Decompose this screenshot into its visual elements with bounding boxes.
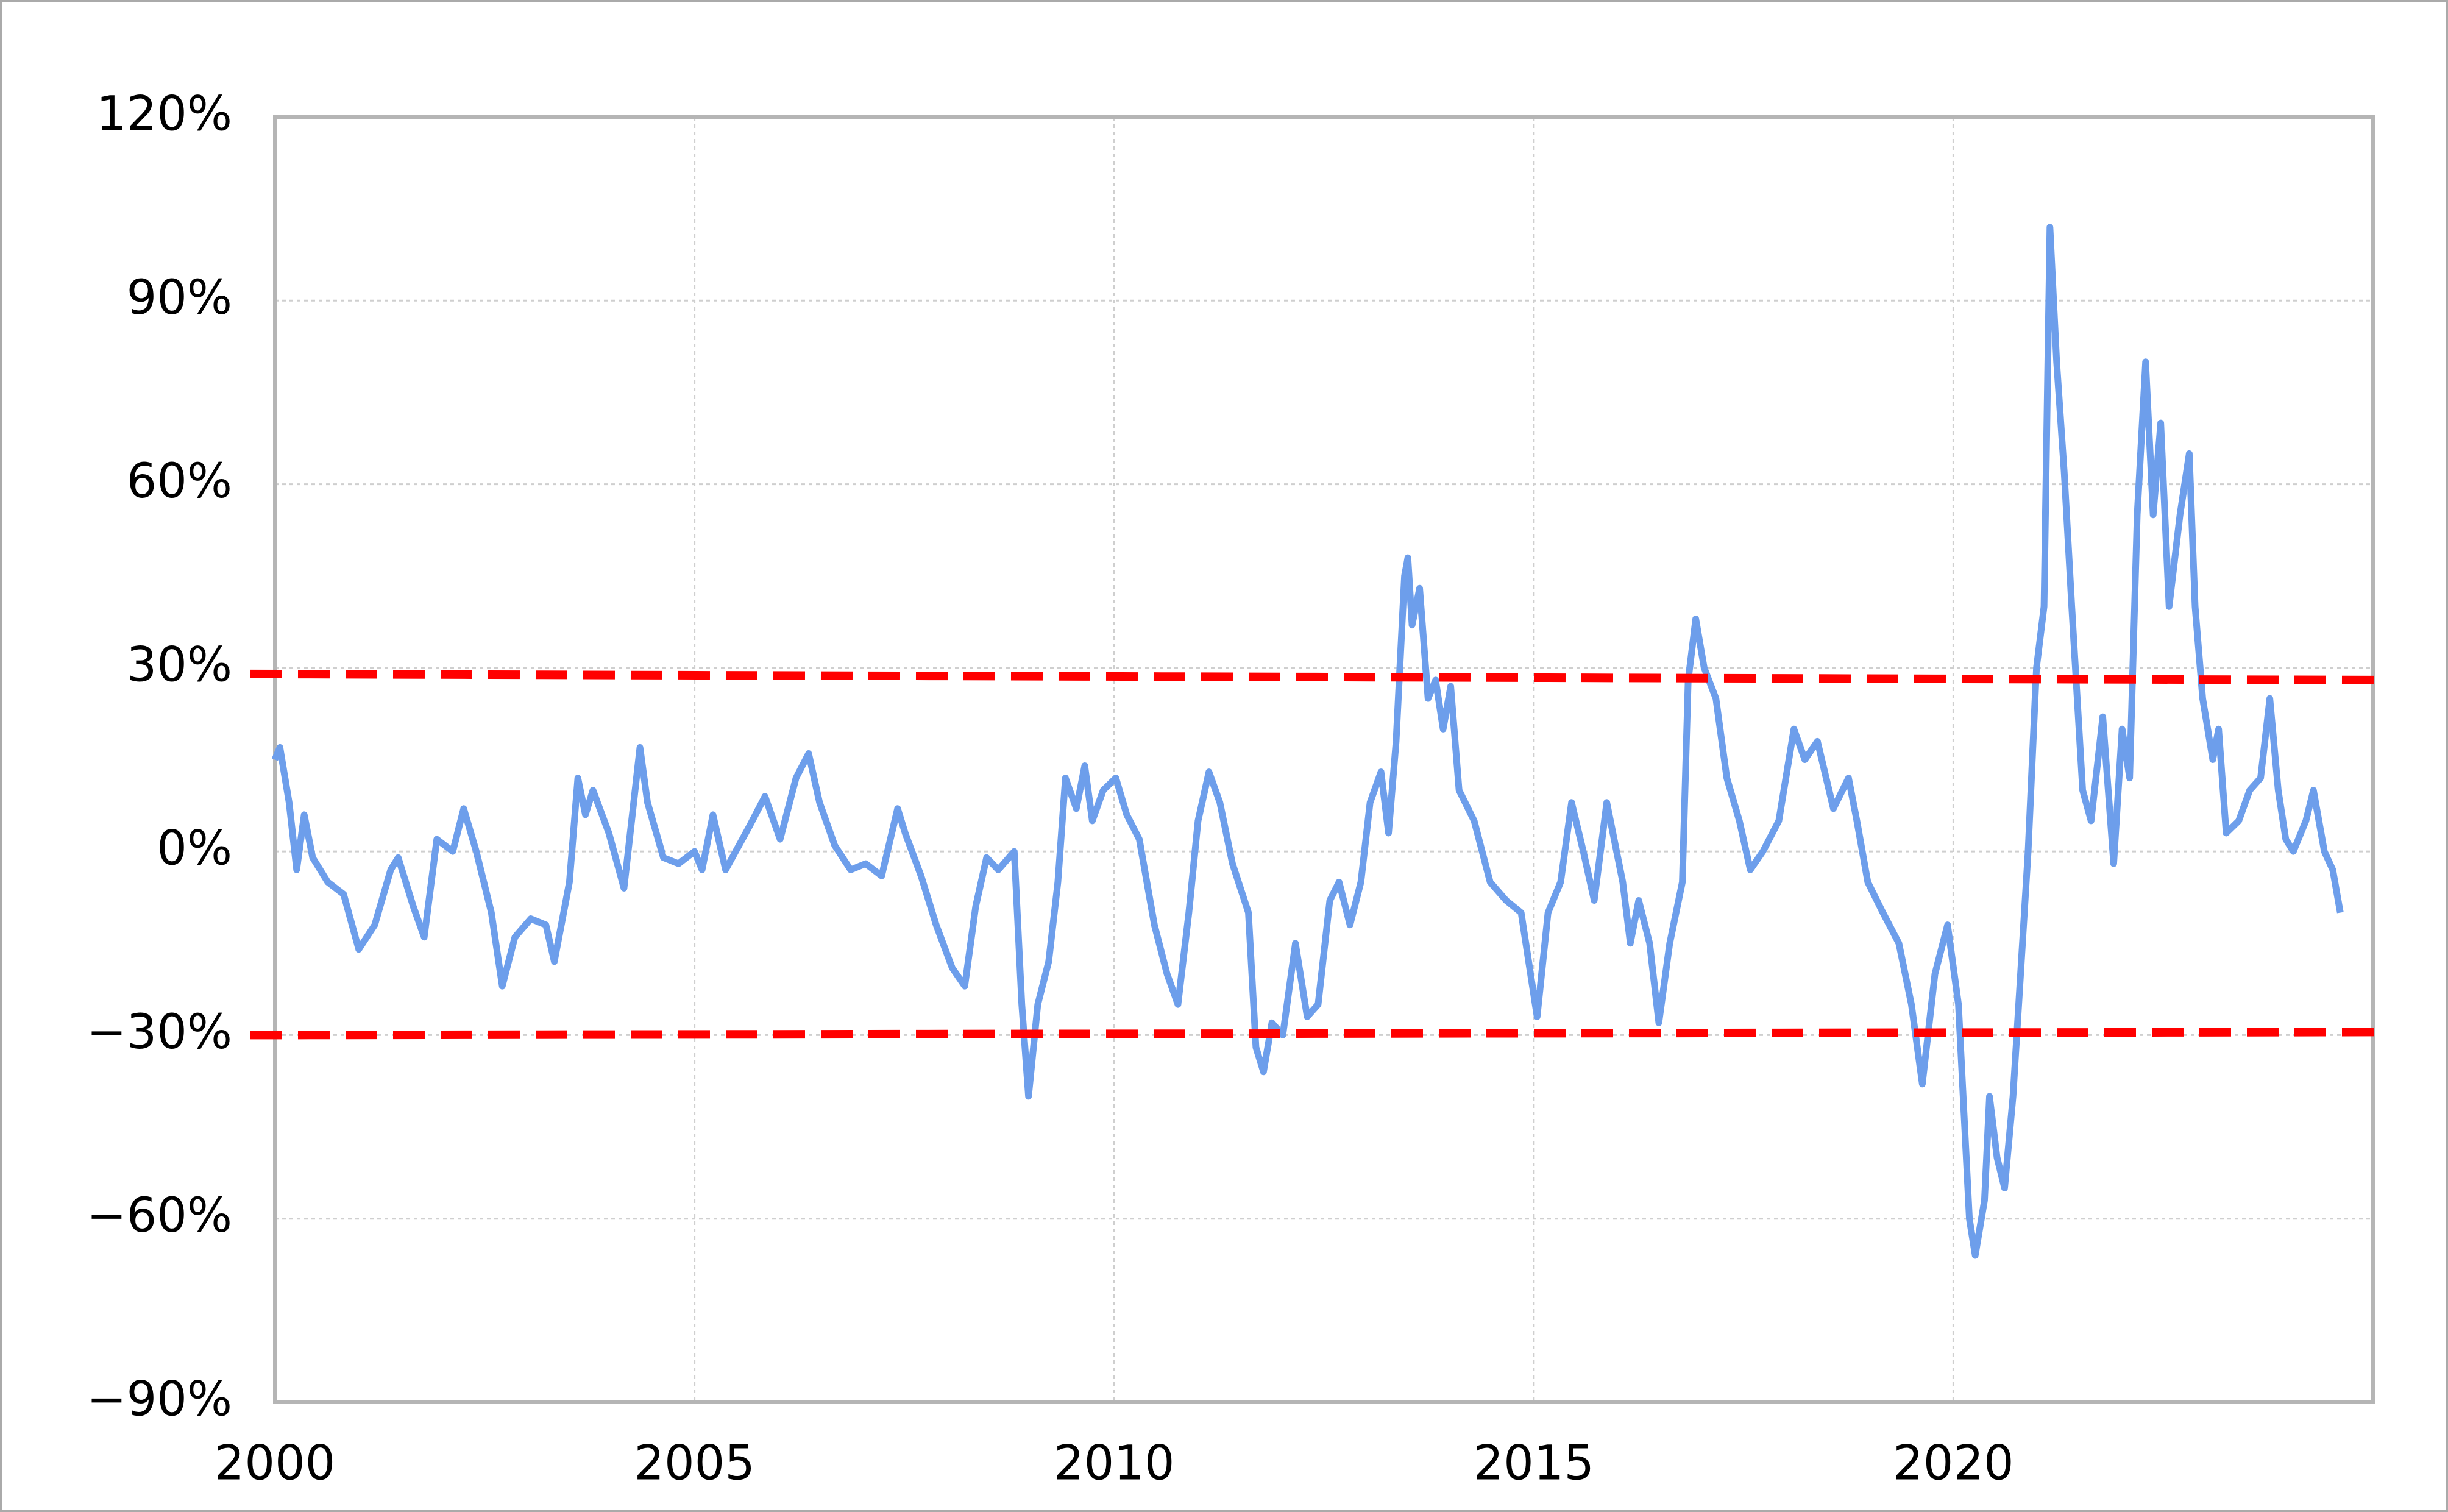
y-tick-label: 90% (127, 271, 232, 325)
data-line (271, 224, 2344, 1259)
y-tick-label: 30% (127, 637, 232, 692)
y-tick-label: 120% (96, 87, 232, 141)
y-tick-label: −30% (87, 1005, 232, 1060)
reference-line (250, 669, 2381, 684)
x-tick-label: 2015 (1474, 1436, 1595, 1491)
y-tick-label: −90% (87, 1372, 232, 1427)
x-tick-label: 2005 (634, 1436, 755, 1491)
y-tick-label: 60% (127, 454, 232, 509)
x-tick-label: 2020 (1893, 1436, 2014, 1491)
y-tick-label: 0% (157, 822, 232, 876)
x-tick-label: 2010 (1054, 1436, 1175, 1491)
y-tick-label: −60% (87, 1188, 232, 1243)
reference-line (250, 1028, 2381, 1040)
x-tick-label: 2000 (215, 1436, 336, 1491)
